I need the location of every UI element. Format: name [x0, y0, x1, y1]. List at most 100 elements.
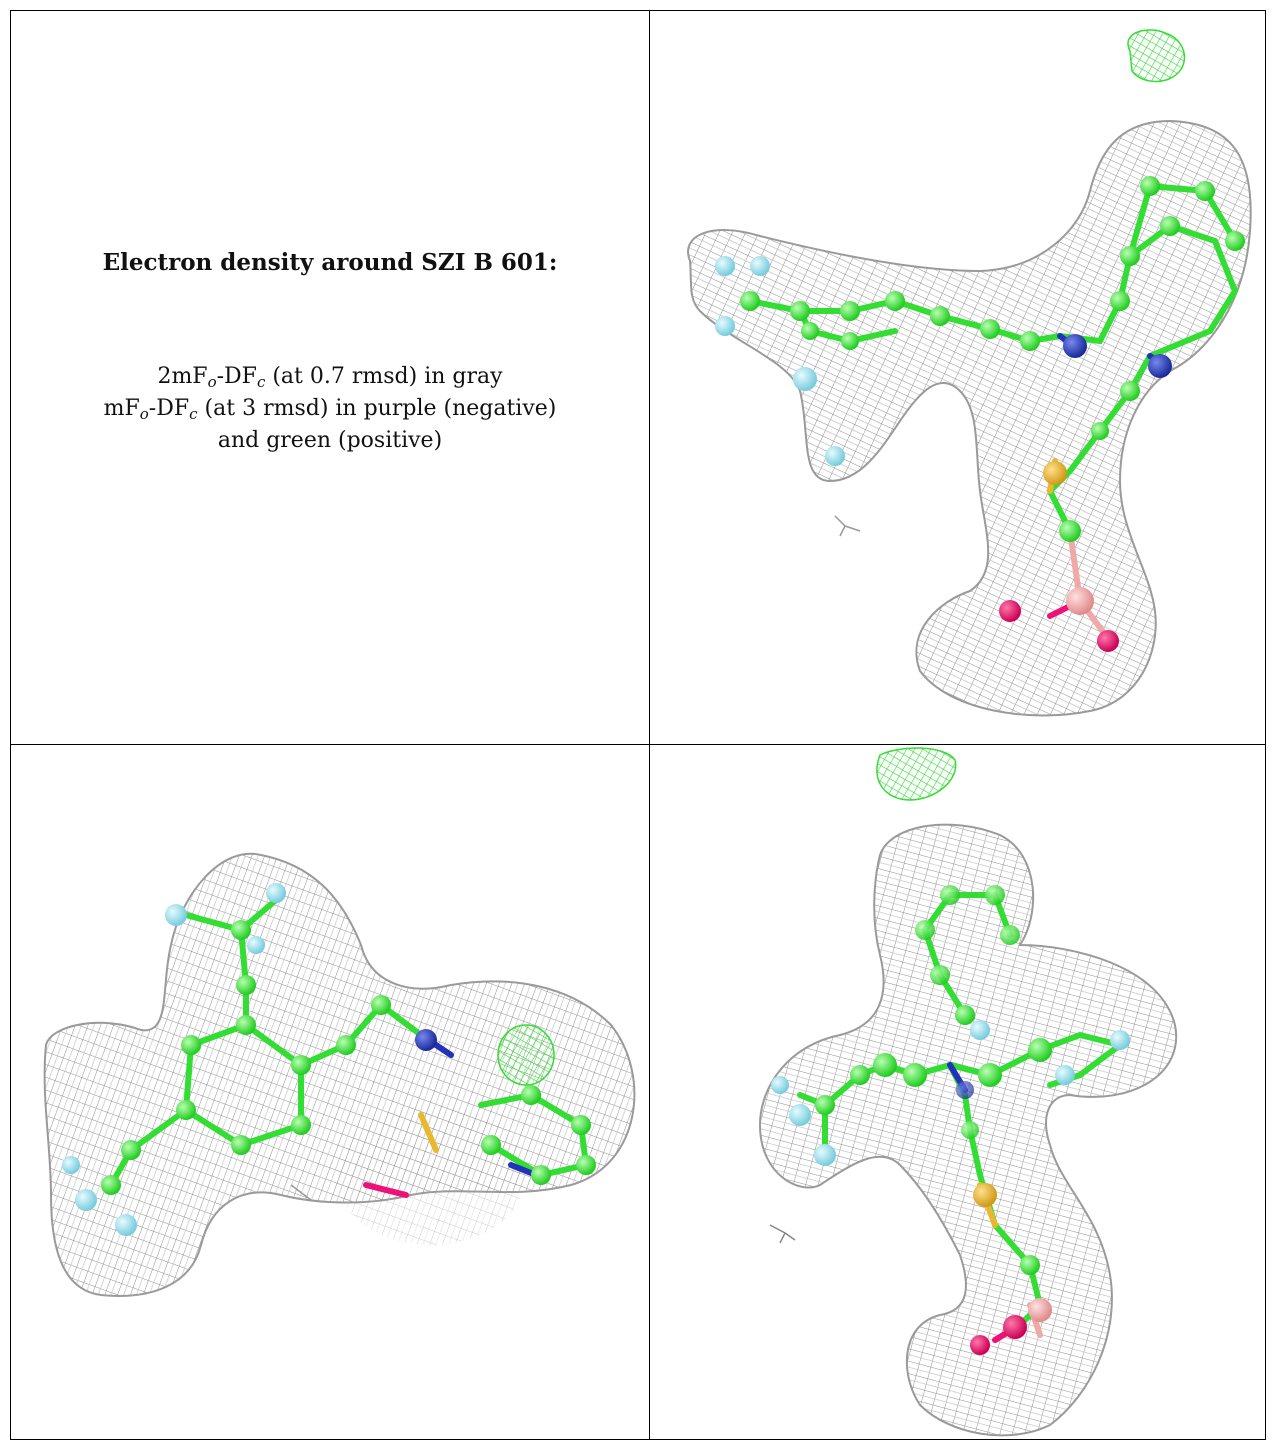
map-legend: 2mFo-DFc (at 0.7 rmsd) in gray mFo-DFc (…	[11, 361, 649, 457]
boron-atom	[1028, 1298, 1052, 1322]
figure-grid: Electron density around SZI B 601: 2mFo-…	[10, 10, 1266, 1440]
carbon-atom	[231, 1135, 251, 1155]
map2-sub2: c	[189, 405, 198, 423]
nitrogen-atom	[1063, 334, 1087, 358]
carbon-atom	[980, 319, 1000, 339]
carbon-atom	[885, 291, 905, 311]
carbon-atom	[101, 1175, 121, 1195]
map2-mid: -DF	[148, 396, 190, 421]
density-view-2	[10, 744, 650, 1440]
caption: Electron density around SZI B 601: 2mFo-…	[11, 11, 649, 744]
density-view-3	[650, 744, 1266, 1440]
map2-sub1: o	[139, 405, 149, 423]
fluorine-atom	[789, 1104, 811, 1126]
density-view-1	[650, 10, 1266, 744]
fluorine-atom	[771, 1076, 789, 1094]
density-view-3-canvas	[758, 747, 1178, 1437]
carbon-atom	[961, 1121, 979, 1139]
map2-line: mFo-DFc (at 3 rmsd) in purple (negative)	[11, 393, 649, 425]
carbon-atom	[915, 920, 935, 940]
carbon-atom	[1059, 520, 1081, 542]
fluorine-atom	[1110, 1030, 1130, 1050]
ligand-atoms	[771, 885, 1130, 1355]
fluorine-atom	[715, 316, 735, 336]
caption-cell: Electron density around SZI B 601: 2mFo-…	[10, 10, 650, 744]
carbon-atom	[930, 965, 950, 985]
fluorine-atom	[1055, 1065, 1075, 1085]
gray-density-mesh	[687, 119, 1252, 717]
fluorine-atom	[115, 1214, 137, 1236]
carbon-atom	[1028, 1038, 1052, 1062]
carbon-atom	[790, 301, 810, 321]
fluorine-atom	[715, 256, 735, 276]
ghost-density	[336, 1105, 526, 1245]
map1-sub1: o	[207, 373, 217, 391]
fluorine-atom	[793, 367, 817, 391]
fluorine-atom	[62, 1156, 80, 1174]
carbon-atom	[231, 920, 251, 940]
carbon-atom	[531, 1165, 551, 1185]
carbon-atom	[571, 1115, 591, 1135]
carbon-atom	[576, 1155, 596, 1175]
carbon-atom	[801, 322, 819, 340]
ligand-atoms	[715, 176, 1245, 652]
carbon-atom	[521, 1085, 541, 1105]
carbon-atom	[1160, 216, 1180, 236]
carbon-atom	[850, 1065, 870, 1085]
sulfur-atom	[973, 1183, 997, 1207]
positive-density-mesh	[1127, 29, 1186, 83]
carbon-atom	[181, 1035, 201, 1055]
carbon-atom	[815, 1095, 835, 1115]
oxygen-atom	[1003, 1315, 1027, 1339]
carbon-atom	[1000, 925, 1020, 945]
fluorine-atom	[165, 904, 187, 926]
stray-fragment	[290, 1184, 312, 1201]
fluorine-atom	[75, 1189, 97, 1211]
oxygen-atom	[1097, 630, 1119, 652]
map1-mid: -DF	[216, 364, 257, 389]
positive-density-mesh	[876, 747, 957, 801]
carbon-atom	[1110, 291, 1130, 311]
map1-prefix: 2mF	[157, 364, 208, 389]
carbon-atom	[903, 1063, 927, 1087]
nitrogen-atom	[1148, 354, 1172, 378]
carbon-atom	[940, 885, 960, 905]
stray-fragment	[769, 1224, 796, 1244]
map2-prefix: mF	[103, 396, 140, 421]
carbon-atom	[1140, 176, 1160, 196]
boron-atom	[1066, 587, 1094, 615]
carbon-atom	[978, 1063, 1002, 1087]
fluorine-atom	[266, 883, 286, 903]
nitrogen-atom	[956, 1081, 974, 1099]
carbon-atom	[1120, 381, 1140, 401]
fluorine-atom	[750, 256, 770, 276]
carbon-atom	[930, 306, 950, 326]
map1-line: 2mFo-DFc (at 0.7 rmsd) in gray	[11, 361, 649, 393]
carbon-atom	[740, 291, 760, 311]
carbon-atom	[371, 995, 391, 1015]
carbon-atom	[236, 975, 256, 995]
carbon-atom	[236, 1015, 256, 1035]
carbon-atom	[481, 1135, 501, 1155]
carbon-atom	[985, 885, 1005, 905]
fluorine-atom	[825, 446, 845, 466]
positive-density-mesh	[497, 1024, 555, 1086]
map3-line: and green (positive)	[217, 428, 443, 453]
carbon-atom	[336, 1035, 356, 1055]
density-view-1-canvas	[687, 29, 1252, 717]
carbon-atom	[176, 1100, 196, 1120]
stray-fragment	[834, 515, 861, 537]
ligand-atoms	[62, 883, 596, 1236]
map2-rest: (at 3 rmsd) in purple (negative)	[197, 396, 557, 421]
carbon-atom	[1225, 231, 1245, 251]
map1-sub2: c	[256, 373, 266, 391]
carbon-atom	[291, 1055, 311, 1075]
fluorine-atom	[814, 1144, 836, 1166]
carbon-atom	[291, 1115, 311, 1135]
carbon-atom	[1120, 246, 1140, 266]
fluorine-atom	[970, 1020, 990, 1040]
carbon-atom	[1091, 422, 1109, 440]
sulfur-atom	[1043, 461, 1067, 485]
nitrogen-atom	[415, 1029, 437, 1051]
carbon-atom	[840, 301, 860, 321]
